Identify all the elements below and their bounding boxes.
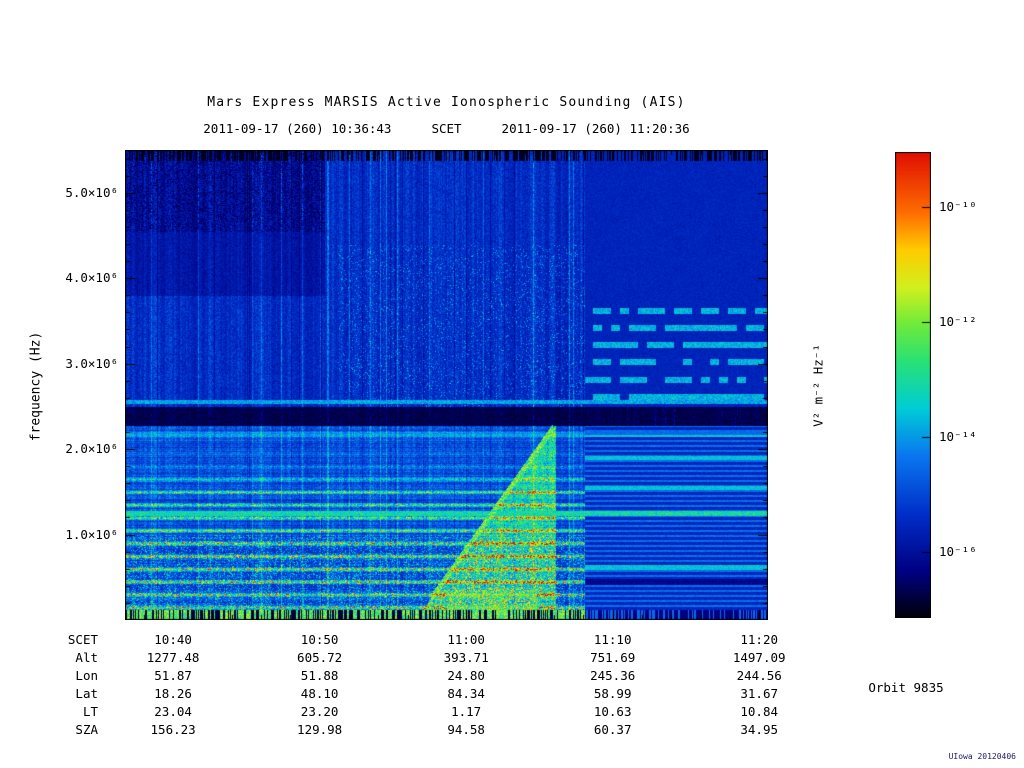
frequency-tick-label: 3.0×10⁶ xyxy=(65,355,118,371)
scet-tick-label: 11:00 xyxy=(447,632,485,647)
ephemeris-row-label: LT xyxy=(82,704,98,719)
colorbar-tick-label: 10⁻¹² xyxy=(939,313,977,329)
ephemeris-value: 48.10 xyxy=(300,686,339,701)
frequency-tick-label: 2.0×10⁶ xyxy=(65,441,118,457)
scet-tick-label: 11:20 xyxy=(740,632,779,647)
end-scet: 2011-09-17 (260) 11:20:36 xyxy=(501,121,690,136)
ephemeris-value: 245.36 xyxy=(590,668,636,683)
credit-text: UIowa 20120406 xyxy=(948,752,1016,761)
ephemeris-value: 31.67 xyxy=(740,686,779,701)
ephemeris-value: 244.56 xyxy=(736,668,782,683)
ephemeris-value: 84.34 xyxy=(447,686,485,701)
plot-title: Mars Express MARSIS Active Ionospheric S… xyxy=(207,95,686,110)
scet-axis-label: SCET xyxy=(431,121,462,136)
ephemeris-value: 605.72 xyxy=(297,650,343,665)
ephemeris-value: 94.58 xyxy=(447,722,485,737)
ephemeris-row-label: Alt xyxy=(75,650,98,665)
ephemeris-value: 18.26 xyxy=(154,686,192,701)
orbit-number: Orbit 9835 xyxy=(868,680,944,695)
ephemeris-value: 23.20 xyxy=(300,704,339,719)
plot-time-range: 2011-09-17 (260) 10:36:43 SCET 2011-09-1… xyxy=(125,121,768,136)
start-scet: 2011-09-17 (260) 10:36:43 xyxy=(203,121,392,136)
ephemeris-row-label: Lon xyxy=(75,668,98,683)
ephemeris-value: 10.63 xyxy=(593,704,632,719)
ephemeris-value: 23.04 xyxy=(154,704,192,719)
scet-tick-label: 11:10 xyxy=(593,632,632,647)
ephemeris-value: 751.69 xyxy=(590,650,636,665)
ephemeris-value: 1497.09 xyxy=(732,650,786,665)
ephemeris-row-label: SCET xyxy=(67,632,98,647)
frequency-tick-label: 5.0×10⁶ xyxy=(65,184,118,200)
ephemeris-row-label: SZA xyxy=(75,722,98,737)
frequency-axis-label: frequency (Hz) xyxy=(28,331,44,442)
colorbar xyxy=(895,152,931,618)
ephemeris-value: 51.87 xyxy=(154,668,192,683)
plot-axes-ticks xyxy=(125,150,768,620)
colorbar-tick-label: 10⁻¹⁰ xyxy=(939,198,977,214)
colorbar-units-label: V² m⁻² Hz⁻¹ xyxy=(810,344,826,427)
colorbar-tick-label: 10⁻¹⁶ xyxy=(939,543,977,559)
ephemeris-value: 60.37 xyxy=(593,722,632,737)
ephemeris-value: 393.71 xyxy=(443,650,489,665)
scet-tick-label: 10:50 xyxy=(300,632,339,647)
scet-tick-label: 10:40 xyxy=(154,632,192,647)
ephemeris-value: 10.84 xyxy=(740,704,779,719)
ephemeris-value: 1.17 xyxy=(451,704,482,719)
ephemeris-value: 51.88 xyxy=(300,668,339,683)
spectrogram-plot xyxy=(125,150,768,620)
colorbar-tick-label: 10⁻¹⁴ xyxy=(939,428,977,444)
ephemeris-value: 129.98 xyxy=(297,722,343,737)
ephemeris-value: 1277.48 xyxy=(146,650,200,665)
ephemeris-value: 34.95 xyxy=(740,722,779,737)
ephemeris-value: 156.23 xyxy=(150,722,196,737)
ephemeris-row-label: Lat xyxy=(75,686,98,701)
ephemeris-value: 24.80 xyxy=(447,668,485,683)
frequency-tick-label: 4.0×10⁶ xyxy=(65,270,118,286)
frequency-tick-label: 1.0×10⁶ xyxy=(65,526,118,542)
ephemeris-value: 58.99 xyxy=(593,686,632,701)
